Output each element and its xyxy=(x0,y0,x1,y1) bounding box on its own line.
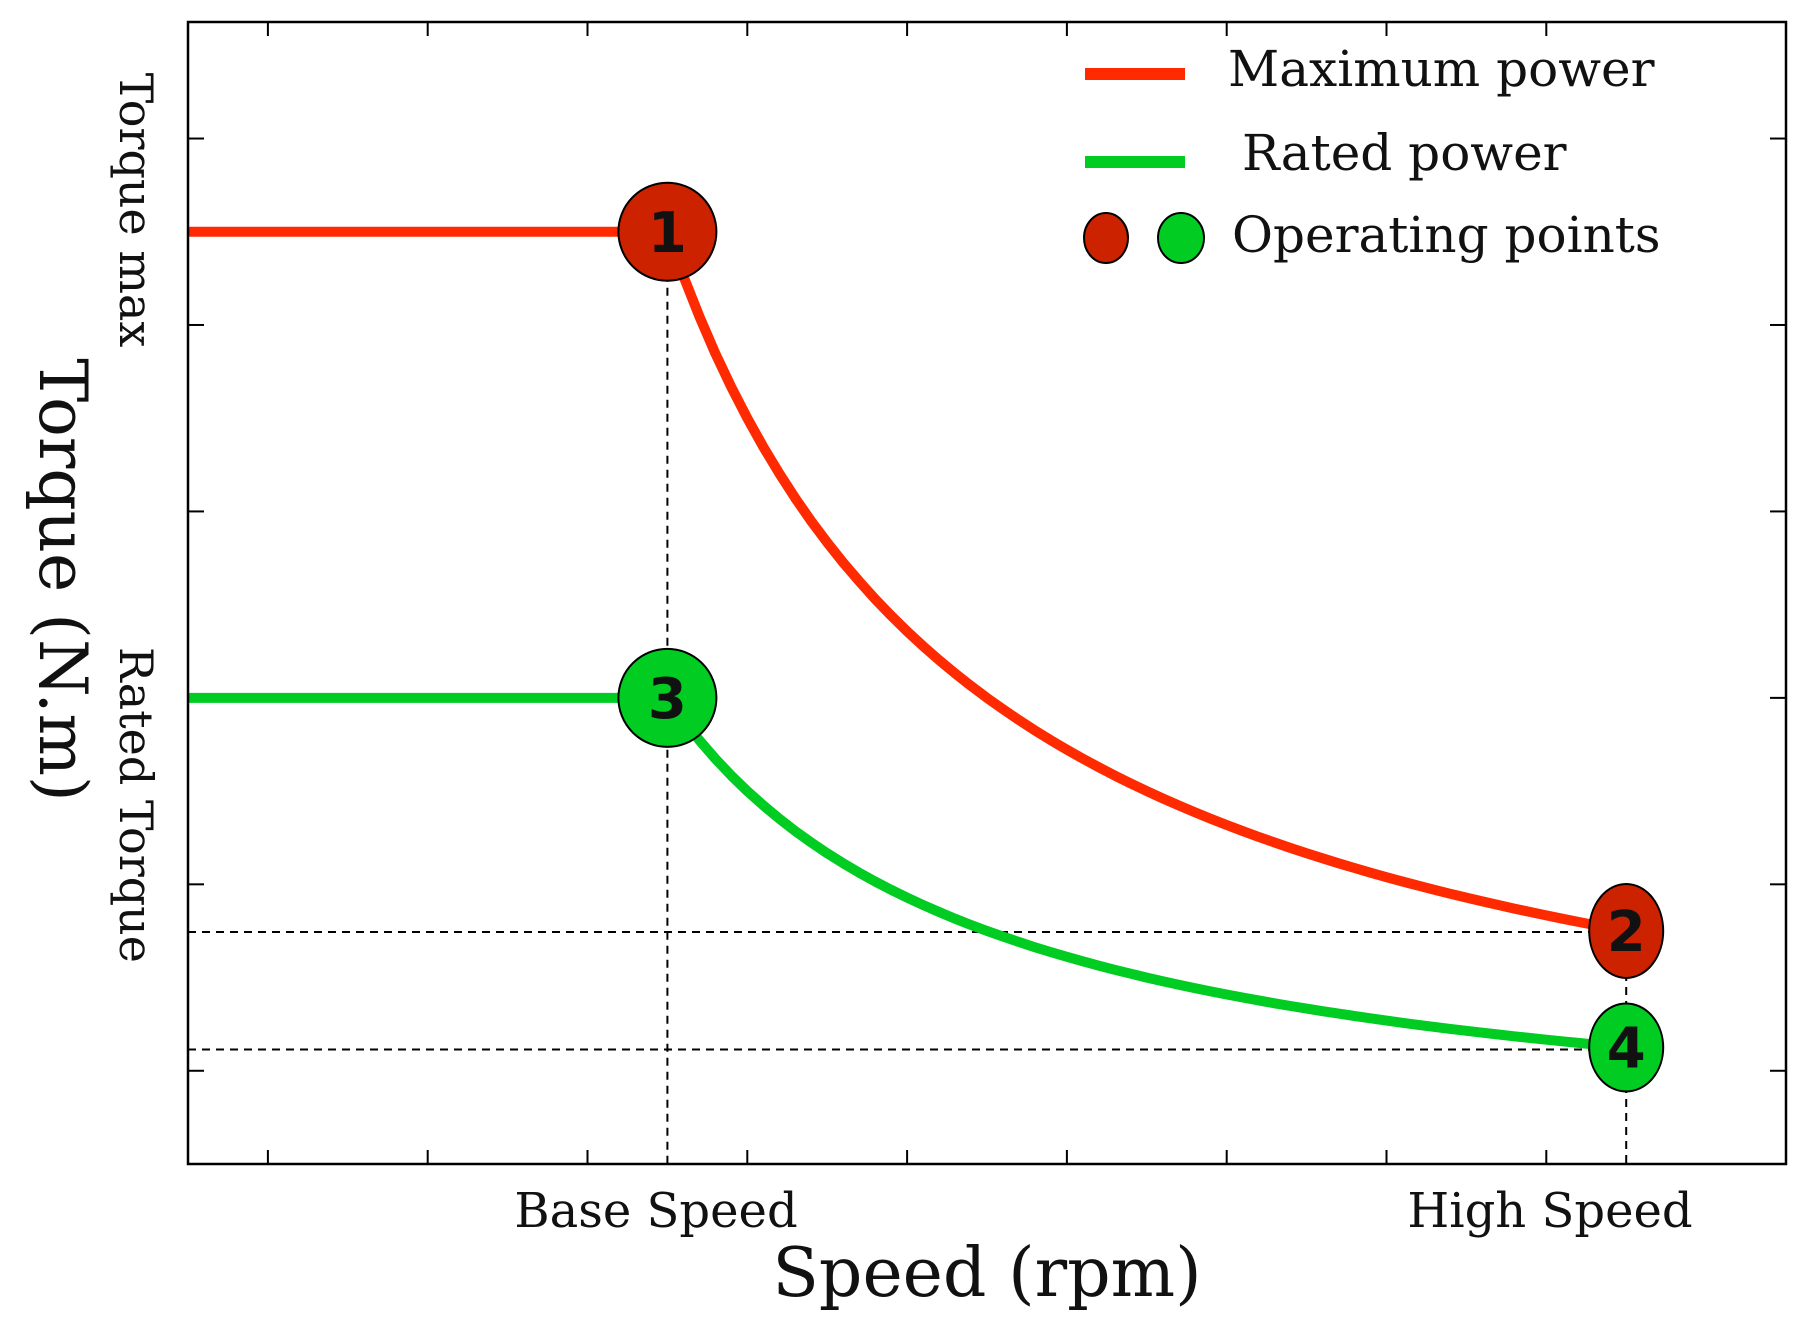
x-tick-label-high-speed: High Speed xyxy=(1407,1183,1692,1239)
x-tick-labels: Base Speed High Speed xyxy=(514,1183,1692,1239)
y-tick-label-rated-torque: Rated Torque xyxy=(109,647,163,963)
y-axis-label: Torque (N.m) xyxy=(24,358,101,802)
plot-frame xyxy=(186,20,1788,1166)
legend: Maximum power Rated power Operating poin… xyxy=(1083,40,1661,264)
series-rated-power xyxy=(188,692,1627,1053)
axis-ticks xyxy=(188,22,1786,1164)
operating-points: 1 2 3 4 xyxy=(617,181,1665,1093)
y-tick-labels: Torque max Rated Torque xyxy=(109,73,163,963)
operating-point-2 xyxy=(1588,882,1665,979)
operating-point-4 xyxy=(1588,1002,1665,1093)
operating-point-3 xyxy=(617,647,718,748)
x-tick-label-base-speed: Base Speed xyxy=(514,1183,797,1239)
legend-marker-green xyxy=(1157,212,1205,264)
legend-label-rated-power: Rated power xyxy=(1242,124,1567,182)
legend-marker-red xyxy=(1083,212,1129,264)
operating-point-label-1: 1 xyxy=(648,201,687,266)
legend-label-operating-points: Operating points xyxy=(1232,206,1661,264)
x-axis-label: Speed (rpm) xyxy=(772,1234,1201,1313)
operating-point-1 xyxy=(617,181,718,282)
y-tick-label-torque-max: Torque max xyxy=(109,73,163,348)
series-maximum-power xyxy=(188,226,1628,936)
legend-label-maximum-power: Maximum power xyxy=(1228,40,1655,98)
operating-point-label-3: 3 xyxy=(648,667,687,732)
operating-point-label-2: 2 xyxy=(1607,900,1646,965)
series-lines xyxy=(188,226,1628,1053)
operating-point-label-4: 4 xyxy=(1607,1016,1646,1081)
